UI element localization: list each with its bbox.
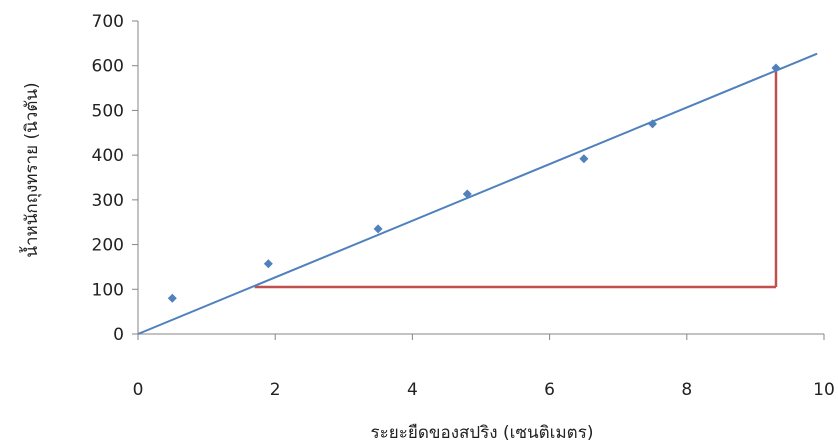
data-points: [167, 63, 781, 303]
y-tick-label: 0: [113, 325, 124, 345]
y-tick-label: 300: [92, 191, 124, 211]
y-ticks: 0 100 200 300 400 500 600 700: [92, 12, 138, 345]
axes: [137, 21, 824, 335]
data-point: [373, 224, 383, 234]
slope-triangle: [254, 67, 778, 289]
x-tick-label: 4: [407, 380, 418, 400]
trendline: [137, 52, 818, 335]
y-axis-title: น้ำหนักถุงทราย (นิวตัน): [19, 82, 42, 257]
y-tick-label: 100: [92, 280, 124, 300]
x-tick-label: 6: [544, 380, 555, 400]
x-ticks: 0 2 4 6 8 10: [133, 334, 835, 400]
x-tick-label: 2: [270, 380, 281, 400]
data-point: [462, 189, 472, 199]
x-tick-label: 8: [681, 380, 692, 400]
data-point: [167, 293, 177, 303]
x-tick-label: 10: [813, 380, 835, 400]
y-tick-label: 700: [92, 12, 124, 32]
data-point: [648, 119, 657, 129]
y-tick-label: 400: [92, 146, 124, 166]
data-point: [771, 63, 781, 73]
x-axis-title: ระยะยืดของสปริง (เซนติเมตร): [371, 423, 594, 443]
x-tick-label: 0: [133, 380, 144, 400]
y-tick-label: 500: [92, 101, 124, 121]
data-point: [263, 259, 273, 269]
y-tick-label: 200: [92, 236, 124, 256]
data-point: [579, 154, 589, 164]
y-tick-label: 600: [92, 57, 124, 77]
